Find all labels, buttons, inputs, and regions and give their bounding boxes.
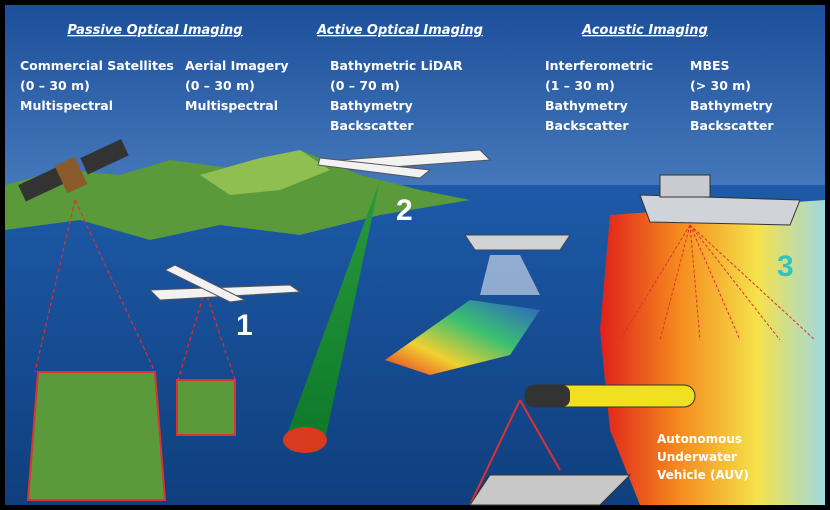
column-line: Backscatter <box>690 118 774 133</box>
column-line: (0 – 30 m) <box>185 78 255 93</box>
satellite-footprint <box>26 371 167 501</box>
column-line: Multispectral <box>185 98 278 113</box>
marker: 2 <box>396 194 413 227</box>
column-line: Bathymetry <box>690 98 773 113</box>
lidar-footprint <box>283 427 327 453</box>
column-line: Commercial Satellites <box>20 58 174 73</box>
column-texts: Commercial Satellites (0 – 30 m) Multispec… <box>20 58 774 133</box>
column-line: Aerial Imagery <box>185 58 289 73</box>
column-line: Bathymetry <box>545 98 628 113</box>
column-line: MBES <box>690 58 730 73</box>
lidar-plane <box>317 149 492 179</box>
column-line: (0 – 70 m) <box>330 78 400 93</box>
column-line: Bathymetry <box>330 98 413 113</box>
marker: 3 <box>777 250 794 283</box>
sonar-cone <box>480 255 540 295</box>
column-line: (> 30 m) <box>690 78 751 93</box>
satellite-beam <box>34 199 236 381</box>
island <box>5 150 470 240</box>
island-ridge <box>200 150 330 195</box>
auv-label: Underwater <box>657 450 737 464</box>
auv-footprint <box>469 474 632 506</box>
column-line: Backscatter <box>545 118 629 133</box>
survey-boat <box>464 234 571 251</box>
auv-nose <box>525 385 570 407</box>
marker: 1 <box>236 309 253 342</box>
column-line: Bathymetric LiDAR <box>330 58 463 73</box>
column-line: Multispectral <box>20 98 113 113</box>
lidar-beam <box>285 180 380 440</box>
swath <box>385 300 540 375</box>
auv-beam <box>469 399 561 506</box>
survey-ship <box>639 194 801 226</box>
column-line: (0 – 30 m) <box>20 78 90 93</box>
column-line: (1 – 30 m) <box>545 78 615 93</box>
section-title: Acoustic Imaging <box>581 23 708 38</box>
column-line: Backscatter <box>330 118 414 133</box>
mbes-beams <box>619 224 816 341</box>
aerial-footprint <box>176 379 236 436</box>
aerial-plane <box>148 264 302 303</box>
auv-label: Vehicle (AUV) <box>657 468 749 482</box>
auv-label: Autonomous <box>657 432 742 446</box>
seafloor <box>600 200 825 505</box>
column-line: Interferometric <box>545 58 653 73</box>
section-title: Passive Optical Imaging <box>67 23 242 38</box>
ship-bridge <box>659 174 711 198</box>
section-title: Active Optical Imaging <box>316 23 483 38</box>
satellite <box>18 139 129 202</box>
